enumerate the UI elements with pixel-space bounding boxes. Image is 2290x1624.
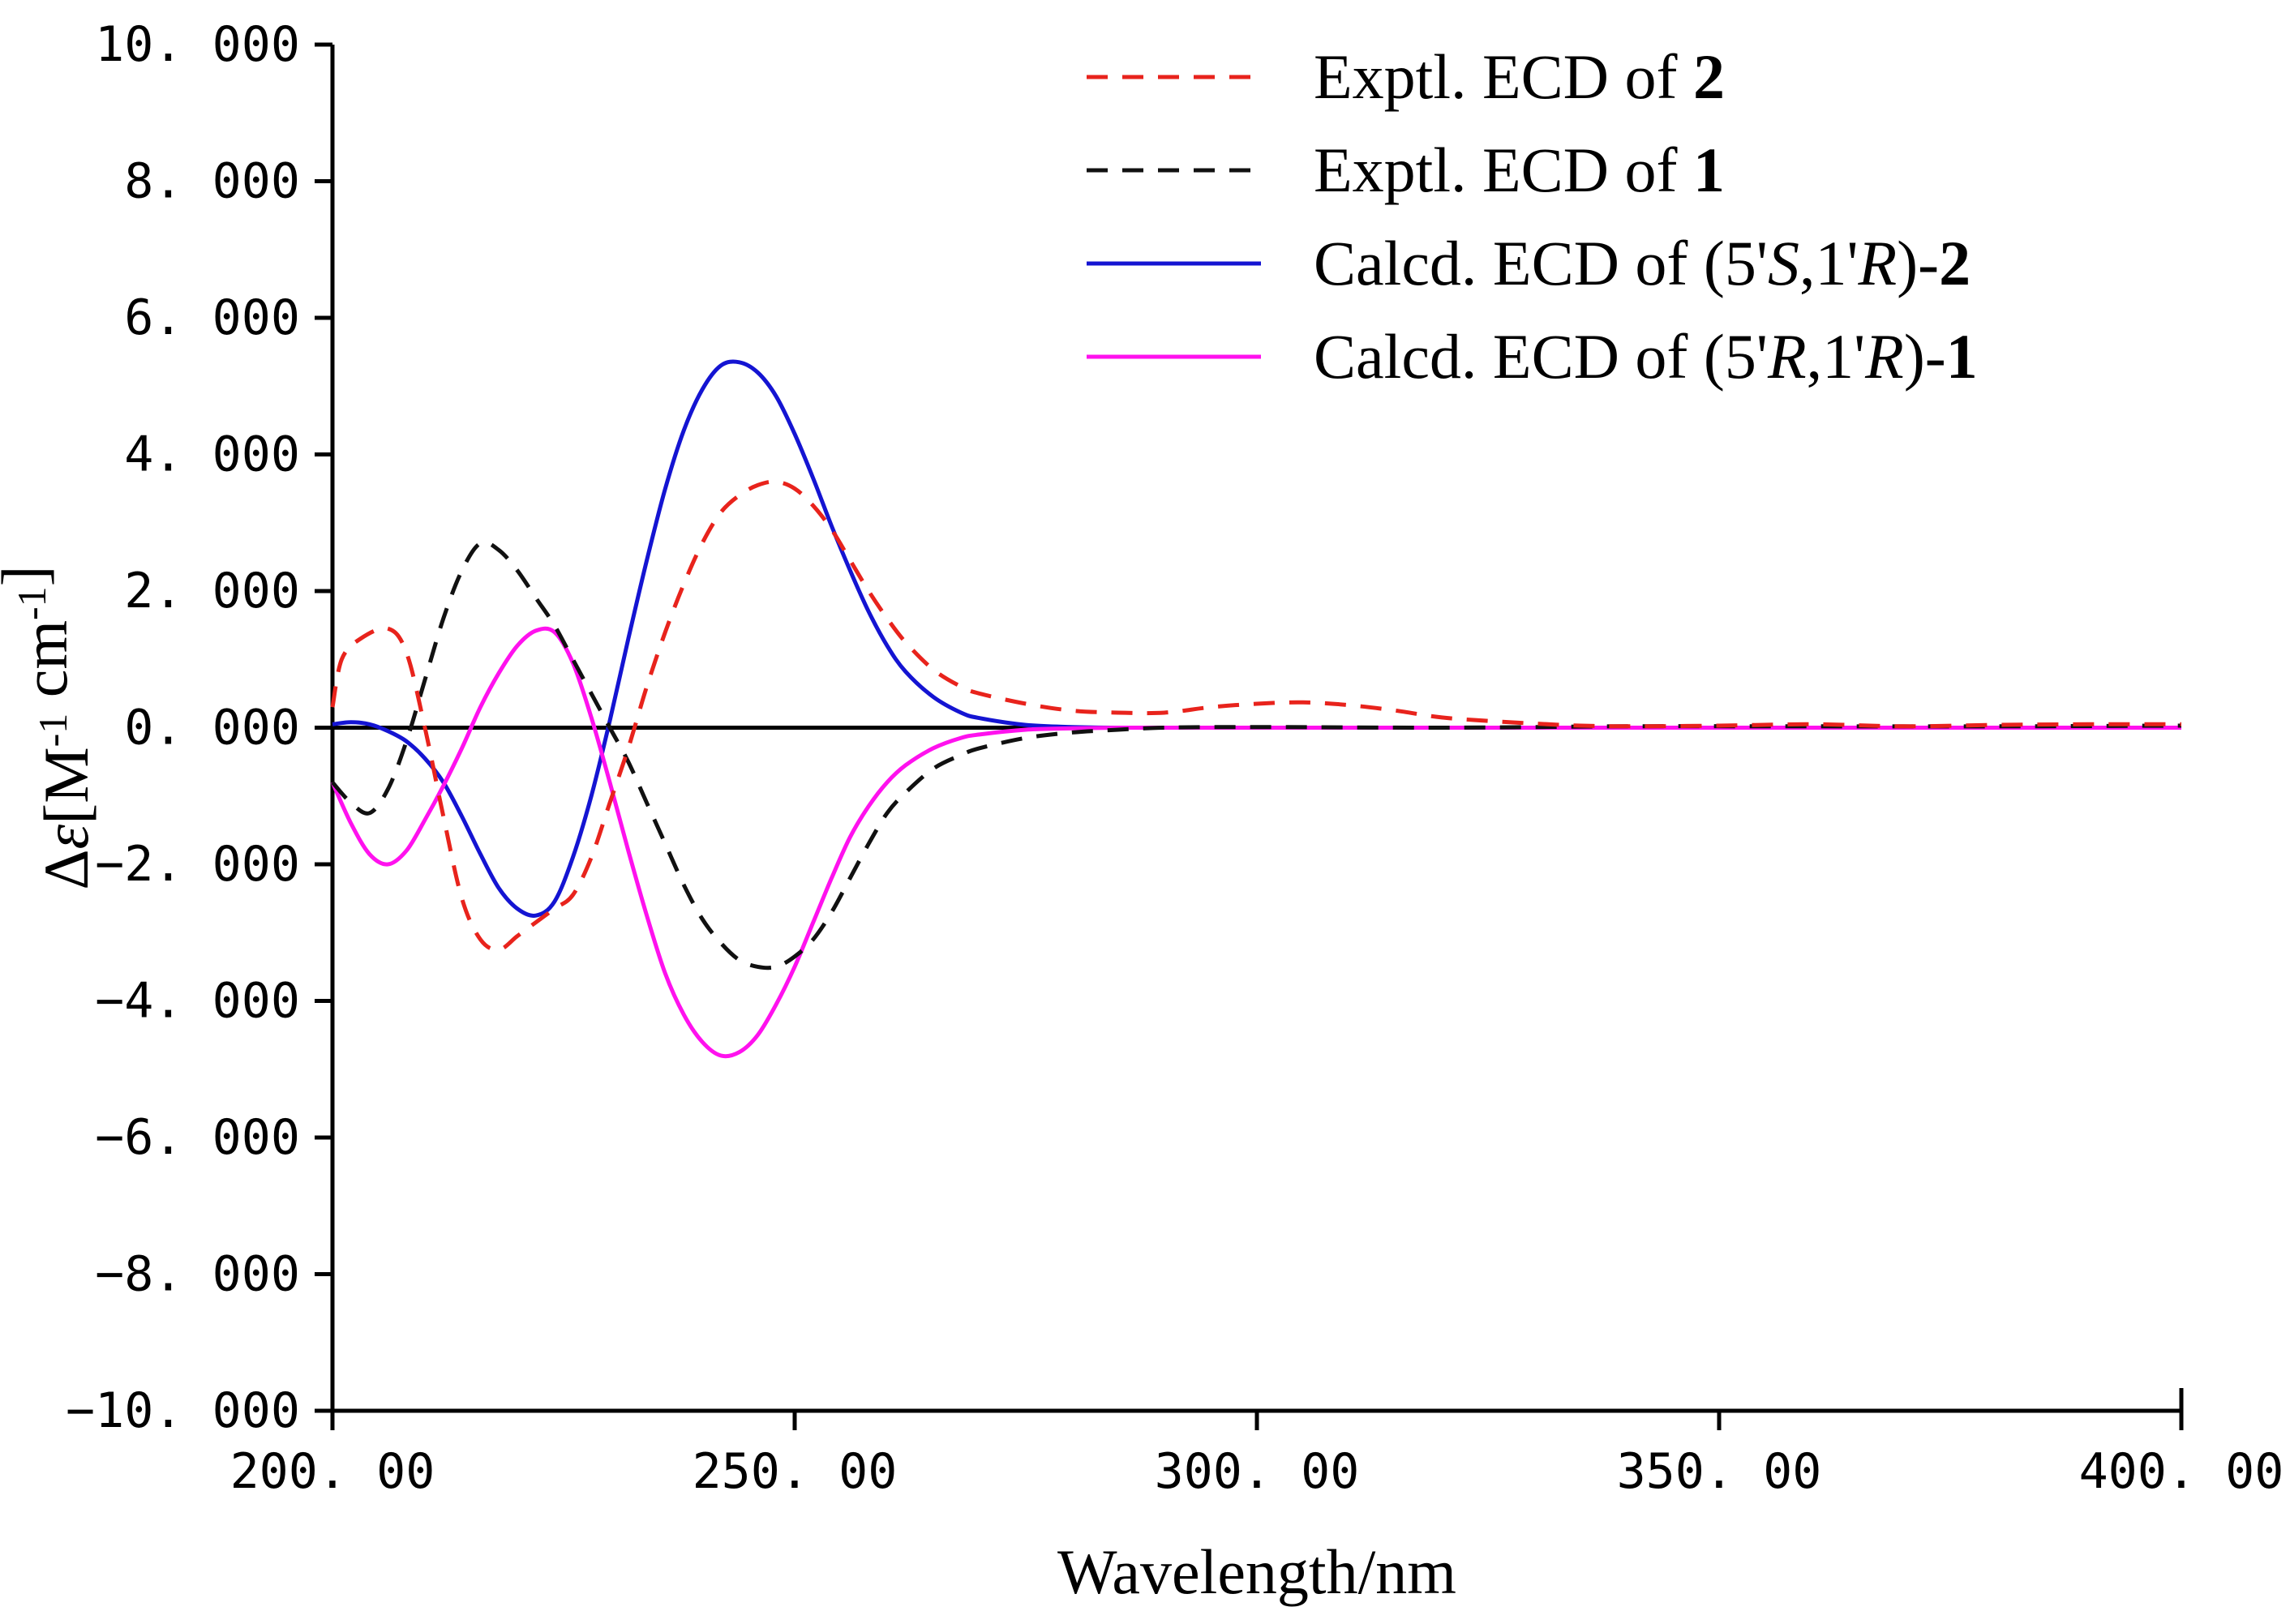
series-lines: [330, 359, 2182, 1059]
x-tick-label: 350. 00: [1617, 1443, 1822, 1500]
y-axis-title-sup1: -1: [30, 713, 75, 748]
series-line-4: [330, 626, 2181, 1059]
legend-label-part: 2: [1693, 41, 1725, 112]
y-tick-label: −2. 000: [95, 836, 300, 893]
x-tick-label: 250. 00: [693, 1443, 898, 1500]
legend-label-1: Exptl. ECD of 2: [1314, 41, 1725, 112]
y-axis-title-epsilon: ε: [31, 825, 101, 850]
series-line-2: [331, 540, 2182, 971]
legend-label-part: )-: [1904, 321, 1946, 392]
y-tick-label: 6. 000: [124, 289, 300, 346]
legend-label-part: R: [1864, 321, 1904, 392]
y-axis-title-cm: cm: [10, 620, 80, 713]
x-axis-title: Wavelength/nm: [1057, 1536, 1456, 1607]
legend-label-part: Calcd. ECD of (5': [1314, 228, 1768, 298]
y-tick-label: −10. 000: [66, 1382, 300, 1439]
axes: 10. 000 8. 000 6. 000 4. 000 2. 000 0. 000 −2.…: [0, 16, 2284, 1607]
y-tick-label: 10. 000: [95, 16, 300, 73]
legend-label-part: 2: [1939, 228, 1971, 298]
series-line-1: [330, 479, 2182, 952]
x-tick-label: 300. 00: [1155, 1443, 1360, 1500]
y-axis-title-sup2: -1: [9, 586, 54, 620]
y-tick-label: −8. 000: [95, 1246, 300, 1303]
y-axis-title-close: ]: [0, 565, 59, 586]
legend-label-part: ,1': [1807, 321, 1866, 392]
legend-label-part: R: [1858, 228, 1898, 298]
legend-label-part: Calcd. ECD of (5': [1314, 321, 1768, 392]
y-axis-title: Δε[M-1 cm-1]: [0, 565, 101, 889]
legend-label-part: )-: [1897, 228, 1939, 298]
x-tick-label: 400. 00: [2079, 1443, 2284, 1500]
x-tick-label: 200. 00: [230, 1443, 435, 1500]
y-tick-label: −6. 000: [95, 1109, 300, 1166]
legend-label-part: 1: [1946, 321, 1978, 392]
y-axis-title-prefix: Δ: [31, 850, 101, 890]
y-tick-label: 4. 000: [124, 426, 300, 483]
legend-label-3: Calcd. ECD of (5'S,1'R)-2: [1314, 228, 1971, 298]
y-tick-label: 2. 000: [124, 563, 300, 619]
y-axis-title-open: [M: [31, 747, 101, 824]
y-tick-label: 0. 000: [124, 700, 300, 756]
y-tick-label: 8. 000: [124, 153, 300, 210]
legend-label-4: Calcd. ECD of (5'R,1'R)-1: [1314, 321, 1978, 392]
series-line-3: [332, 359, 2181, 918]
legend-label-part: 1: [1693, 135, 1725, 205]
legend-label-part: Exptl. ECD of: [1314, 41, 1693, 112]
legend-label-part: S: [1768, 228, 1799, 298]
y-tick-label: −4. 000: [95, 973, 300, 1030]
legend-label-part: ,1': [1799, 228, 1859, 298]
legend-label-part: Exptl. ECD of: [1314, 135, 1693, 205]
legend-label-2: Exptl. ECD of 1: [1314, 135, 1725, 205]
legend-label-part: R: [1767, 321, 1807, 392]
